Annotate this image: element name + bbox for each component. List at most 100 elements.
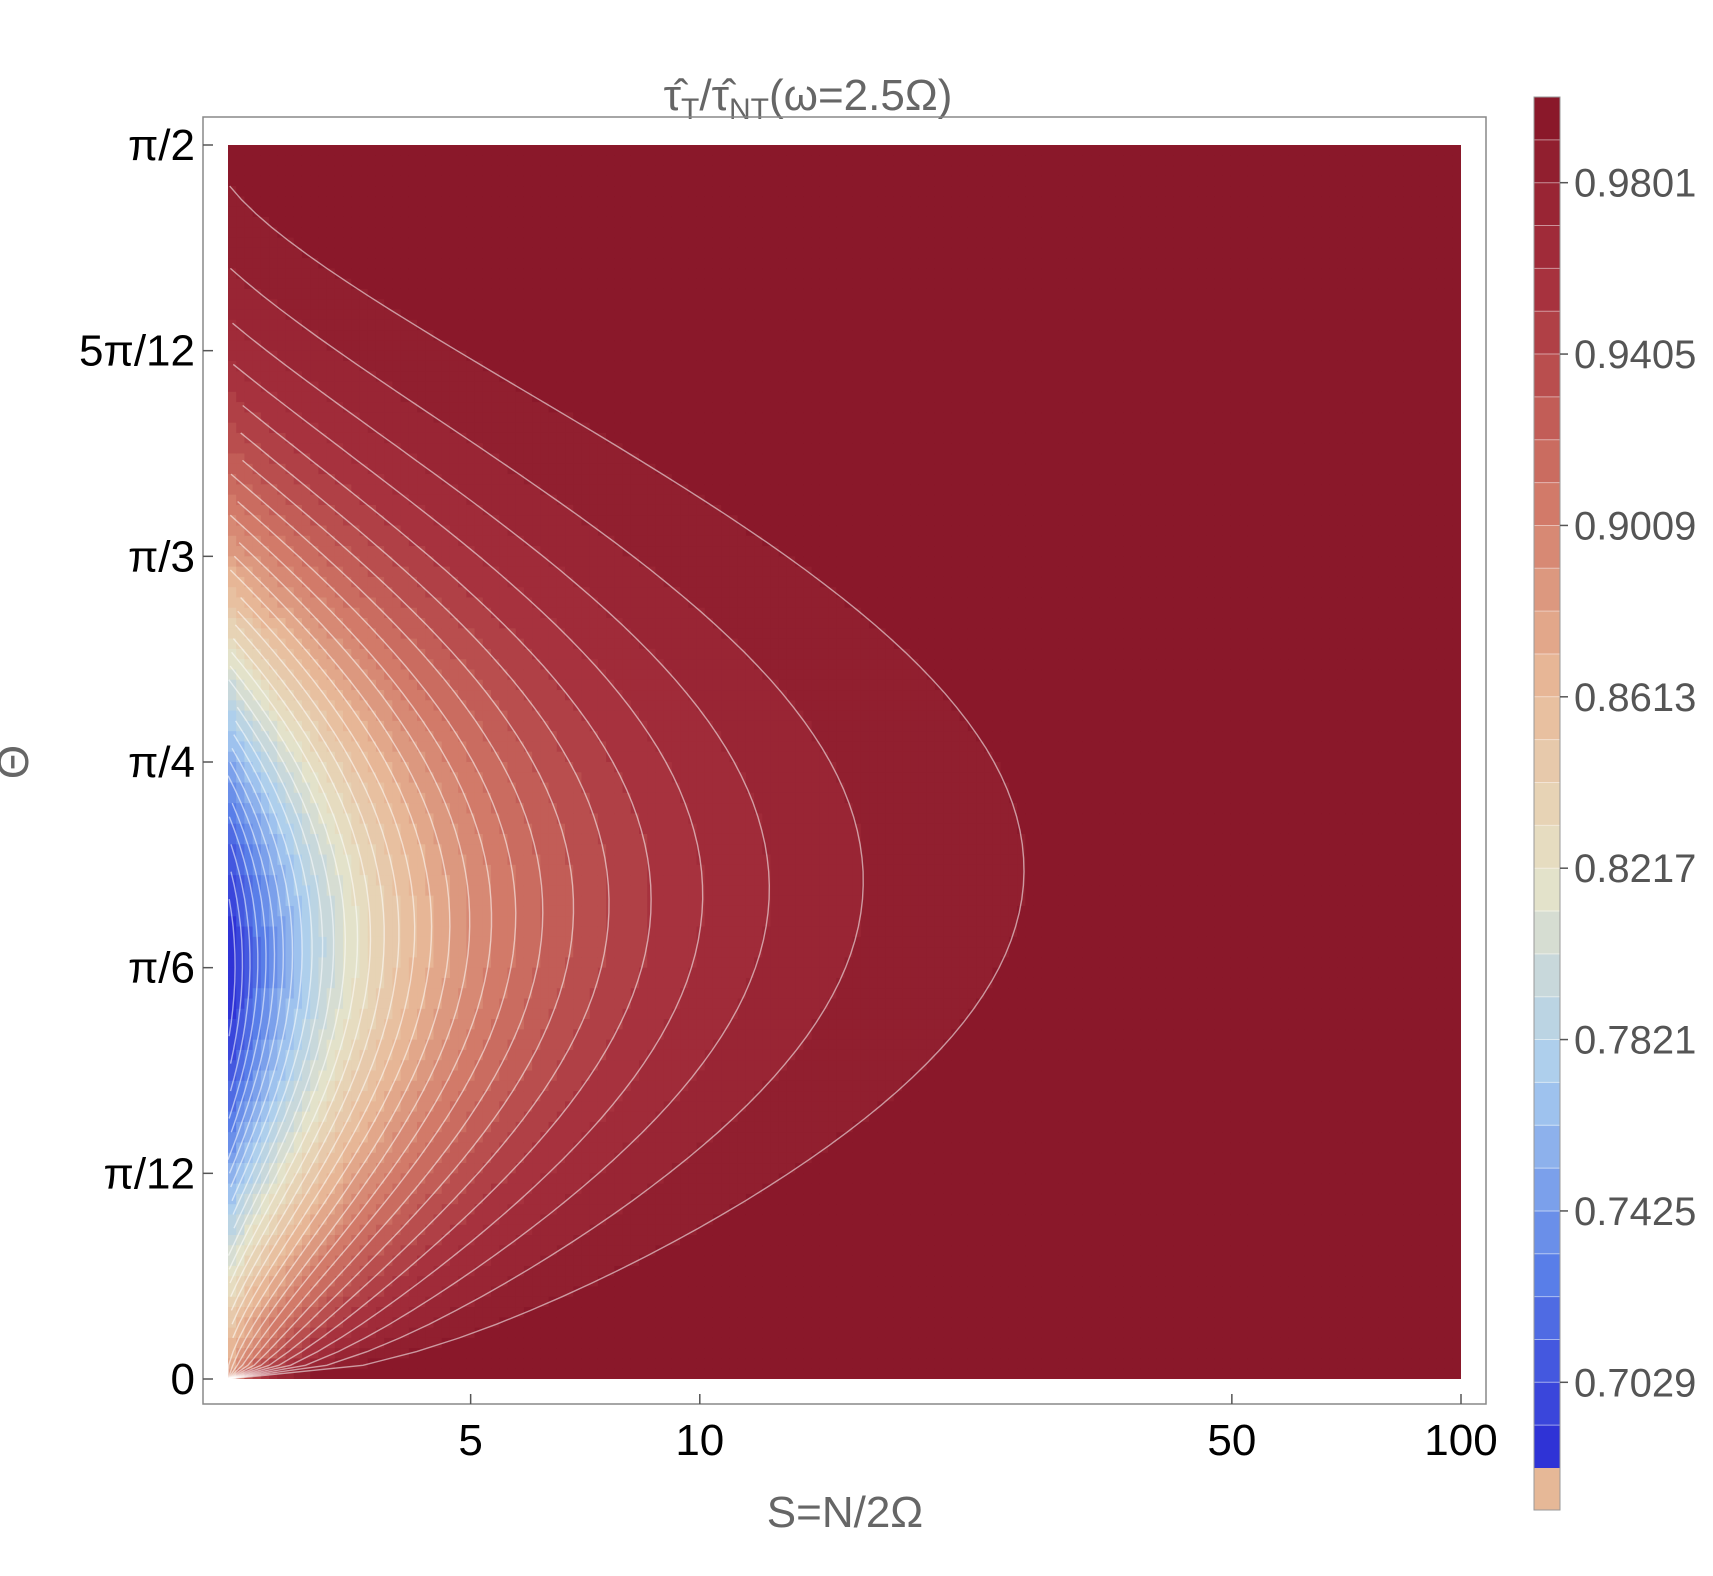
contour-cell xyxy=(318,1173,328,1185)
contour-cell xyxy=(228,1183,237,1195)
contour-cell xyxy=(351,977,361,989)
contour-cell xyxy=(343,494,352,506)
contour-cell xyxy=(310,587,320,599)
contour-cell xyxy=(228,1070,237,1082)
contour-cell xyxy=(458,792,468,804)
contour-cell xyxy=(384,1060,394,1072)
contour-cell xyxy=(277,566,287,578)
contour-cell xyxy=(260,803,270,815)
contour-cell xyxy=(515,453,525,465)
contour-cell xyxy=(277,165,287,177)
contour-cell xyxy=(252,360,262,372)
contour-cell xyxy=(400,268,410,280)
contour-cell xyxy=(326,1317,336,1329)
contour-cell xyxy=(507,360,517,372)
contour-cell xyxy=(433,988,443,1000)
contour-cell xyxy=(458,381,468,393)
contour-cell xyxy=(425,1327,435,1339)
contour-cell xyxy=(343,1337,352,1349)
contour-cell xyxy=(400,885,410,897)
contour-cell xyxy=(301,720,311,732)
contour-cell xyxy=(326,936,336,948)
contour-cell xyxy=(310,1276,320,1288)
contour-cell xyxy=(408,237,418,249)
contour-cell xyxy=(293,247,303,259)
contour-cell xyxy=(334,1029,344,1041)
contour-cell xyxy=(474,566,484,578)
contour-cell xyxy=(515,1286,525,1298)
contour-cell xyxy=(523,391,533,403)
contour-cell xyxy=(359,278,369,290)
contour-cell xyxy=(532,330,542,342)
contour-cell xyxy=(277,803,287,815)
contour-cell xyxy=(384,1152,394,1164)
contour-cell xyxy=(499,741,509,753)
contour-cell xyxy=(277,1224,287,1236)
contour-cell xyxy=(482,1348,492,1360)
contour-cell xyxy=(293,823,303,835)
contour-cell xyxy=(236,1235,246,1247)
contour-cell xyxy=(433,227,443,239)
contour-cell xyxy=(474,710,484,722)
contour-cell xyxy=(441,679,451,691)
contour-cell xyxy=(458,823,468,835)
contour-cell xyxy=(236,474,246,486)
contour-cell xyxy=(433,679,443,691)
contour-cell xyxy=(260,515,270,527)
contour-cell xyxy=(277,628,287,640)
contour-cell xyxy=(466,535,476,547)
contour-cell xyxy=(351,792,361,804)
contour-cell xyxy=(285,1255,295,1267)
contour-cell xyxy=(458,648,468,660)
contour-cell xyxy=(540,186,550,198)
contour-cell xyxy=(458,1317,468,1329)
contour-cell xyxy=(244,782,254,794)
contour-cell xyxy=(293,566,303,578)
contour-cell xyxy=(417,875,426,887)
contour-cell xyxy=(252,772,262,784)
contour-cell xyxy=(244,1183,254,1195)
contour-cell xyxy=(507,350,517,362)
contour-cell xyxy=(343,155,352,167)
contour-cell xyxy=(540,576,550,588)
contour-cell xyxy=(491,288,500,300)
contour-cell xyxy=(318,1245,328,1257)
contour-cell xyxy=(301,895,311,907)
contour-cell xyxy=(556,175,566,187)
contour-cell xyxy=(252,227,262,239)
contour-cell xyxy=(449,885,459,897)
contour-cell xyxy=(375,1121,385,1133)
contour-cell xyxy=(540,936,550,948)
contour-cell xyxy=(343,679,352,691)
contour-cell xyxy=(474,453,484,465)
contour-cell xyxy=(482,1193,492,1205)
contour-cell xyxy=(491,1337,500,1349)
contour-cell xyxy=(532,1265,542,1277)
contour-cell xyxy=(556,1142,566,1154)
contour-cell xyxy=(458,155,468,167)
contour-cell xyxy=(466,402,476,414)
contour-cell xyxy=(277,1080,287,1092)
contour-cell xyxy=(343,1317,352,1329)
contour-cell xyxy=(252,690,262,701)
contour-cell xyxy=(400,1368,410,1379)
contour-cell xyxy=(491,618,500,630)
contour-cell xyxy=(310,1008,320,1020)
contour-cell xyxy=(244,237,254,249)
contour-cell xyxy=(343,947,352,959)
contour-cell xyxy=(466,175,476,187)
contour-cell xyxy=(474,957,484,969)
contour-cell xyxy=(507,504,517,516)
contour-cell xyxy=(408,1317,418,1329)
contour-cell xyxy=(301,494,311,506)
contour-cell xyxy=(408,1049,418,1061)
contour-cell xyxy=(491,988,500,1000)
contour-cell xyxy=(326,679,336,691)
contour-cell xyxy=(507,1296,517,1308)
contour-cell xyxy=(326,1348,336,1360)
contour-cell xyxy=(359,1008,369,1020)
contour-cell xyxy=(458,1337,468,1349)
contour-cell xyxy=(532,1368,542,1379)
contour-cell xyxy=(556,1286,566,1298)
